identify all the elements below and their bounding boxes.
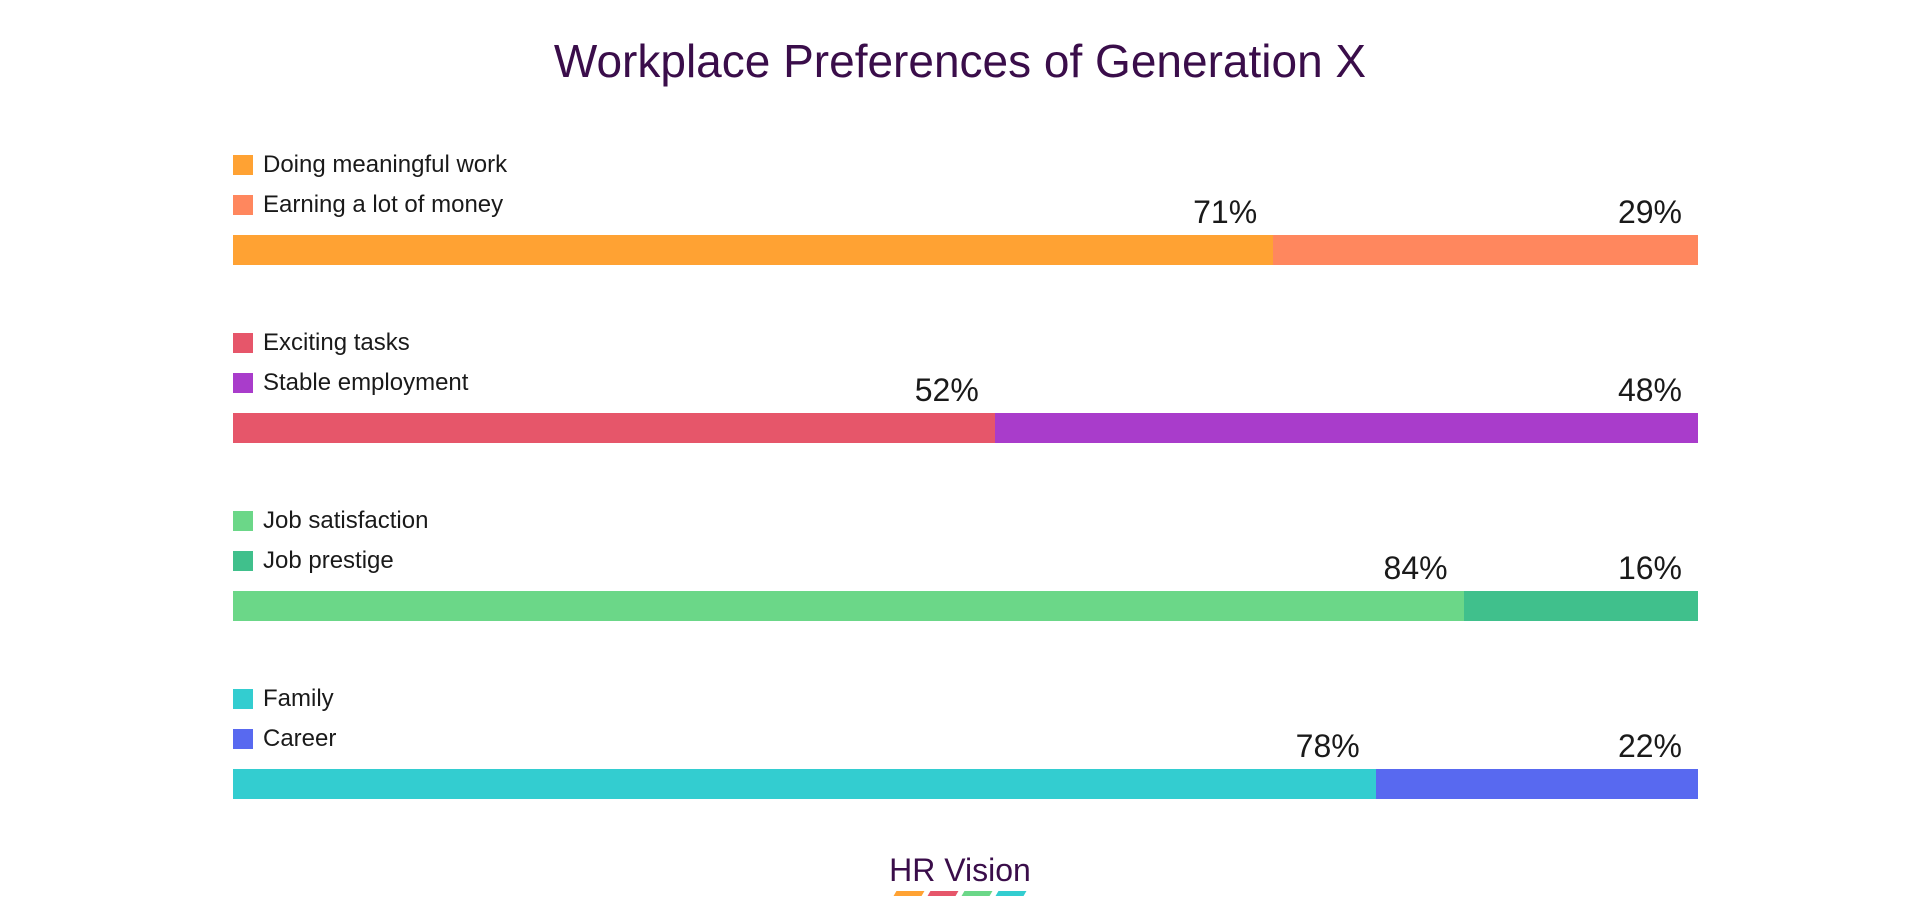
legend-label: Career	[263, 725, 337, 752]
bar-segment	[233, 591, 1464, 621]
bar-group: Doing meaningful work Earning a lot of mo…	[233, 150, 1698, 330]
stacked-bar	[233, 235, 1698, 265]
legend-label: Earning a lot of money	[263, 191, 504, 218]
legend-item: Career	[233, 724, 336, 754]
legend-item: Earning a lot of money	[233, 190, 503, 220]
chart-title: Workplace Preferences of Generation X	[553, 35, 1367, 87]
bar-segment	[994, 413, 1698, 443]
stacked-bar	[233, 413, 1698, 443]
stacked-bar	[233, 591, 1698, 621]
legend-label: Exciting tasks	[263, 329, 410, 356]
legend-swatch	[233, 729, 253, 749]
legend-item: Stable employment	[233, 368, 468, 398]
legend-swatch	[233, 689, 253, 709]
brand-stripe	[995, 891, 1027, 896]
data-label: 48%	[1617, 372, 1682, 408]
legend-item: Exciting tasks	[233, 328, 410, 358]
legend-item: Job satisfaction	[233, 506, 428, 536]
legend-swatch	[233, 373, 253, 393]
brand-stripes	[0, 891, 1920, 896]
data-label: 52%	[914, 372, 979, 408]
legend-label: Doing meaningful work	[263, 151, 508, 178]
legend-label: Job satisfaction	[263, 507, 429, 534]
bar-group: Job satisfaction Job prestige 84% 16%	[233, 506, 1698, 686]
legend-label: Family	[263, 685, 334, 712]
bar-segment	[233, 235, 1274, 265]
bar-group: Family Career 78% 22%	[233, 684, 1698, 864]
brand-stripe	[893, 891, 925, 896]
bar-segment	[1463, 591, 1698, 621]
data-label: 22%	[1617, 728, 1682, 764]
bar-segment	[233, 769, 1376, 799]
data-label: 78%	[1295, 728, 1360, 764]
data-label: 71%	[1193, 194, 1258, 230]
legend-item: Family	[233, 684, 334, 714]
footer-brand: HR Vision	[0, 852, 1920, 896]
legend-swatch	[233, 551, 253, 571]
bar-group: Exciting tasks Stable employment 52% 48%	[233, 328, 1698, 508]
bar-segment	[1375, 769, 1698, 799]
bar-segment	[1273, 235, 1698, 265]
legend-swatch	[233, 511, 253, 531]
legend-swatch	[233, 155, 253, 175]
legend-swatch	[233, 333, 253, 353]
stacked-bar	[233, 769, 1698, 799]
brand-stripe	[927, 891, 959, 896]
data-label: 84%	[1383, 550, 1448, 586]
brand-stripe	[961, 891, 993, 896]
legend-item: Job prestige	[233, 546, 394, 576]
legend-item: Doing meaningful work	[233, 150, 507, 180]
data-label: 16%	[1617, 550, 1682, 586]
legend-swatch	[233, 195, 253, 215]
bar-segment	[233, 413, 995, 443]
legend-label: Stable employment	[263, 369, 469, 396]
data-label: 29%	[1617, 194, 1682, 230]
legend-label: Job prestige	[263, 547, 394, 574]
brand-name: HR Vision	[889, 852, 1031, 888]
